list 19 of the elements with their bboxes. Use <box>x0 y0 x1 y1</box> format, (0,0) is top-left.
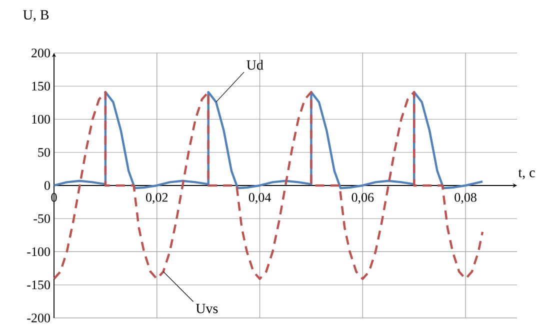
y-tick-label: 100 <box>32 114 50 124</box>
text: Uvs <box>196 304 218 314</box>
y-tick-label: 200 <box>32 48 50 58</box>
line-series <box>52 90 484 280</box>
y-tick-label: 50 <box>38 148 50 157</box>
y-tick-label: 0 <box>44 181 50 190</box>
y-tick-label: -100 <box>27 247 50 256</box>
y-tick-label: 150 <box>32 82 50 91</box>
y-axis-title: U, В <box>23 10 49 22</box>
x-axis-title: t, с <box>518 169 535 180</box>
x-tick-label: 0,04 <box>248 193 271 204</box>
line-series <box>52 90 484 190</box>
x-tick-label: 0,08 <box>454 193 476 204</box>
y-tick-label: -150 <box>27 280 50 290</box>
y-tick-label: -50 <box>34 214 50 223</box>
text: Ud <box>246 60 264 70</box>
y-tick-label: -200 <box>27 314 50 322</box>
x-tick-label: 0,02 <box>146 193 168 204</box>
x-tick-label: 0,06 <box>352 193 374 204</box>
